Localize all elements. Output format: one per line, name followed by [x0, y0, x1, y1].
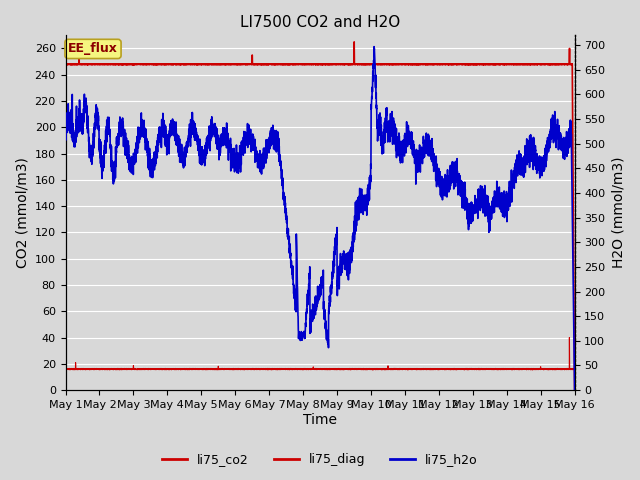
Text: EE_flux: EE_flux — [68, 42, 118, 55]
Title: LI7500 CO2 and H2O: LI7500 CO2 and H2O — [240, 15, 400, 30]
Y-axis label: H2O (mmol/m3): H2O (mmol/m3) — [611, 157, 625, 268]
X-axis label: Time: Time — [303, 413, 337, 427]
Y-axis label: CO2 (mmol/m3): CO2 (mmol/m3) — [15, 157, 29, 268]
Legend: li75_co2, li75_diag, li75_h2o: li75_co2, li75_diag, li75_h2o — [157, 448, 483, 471]
